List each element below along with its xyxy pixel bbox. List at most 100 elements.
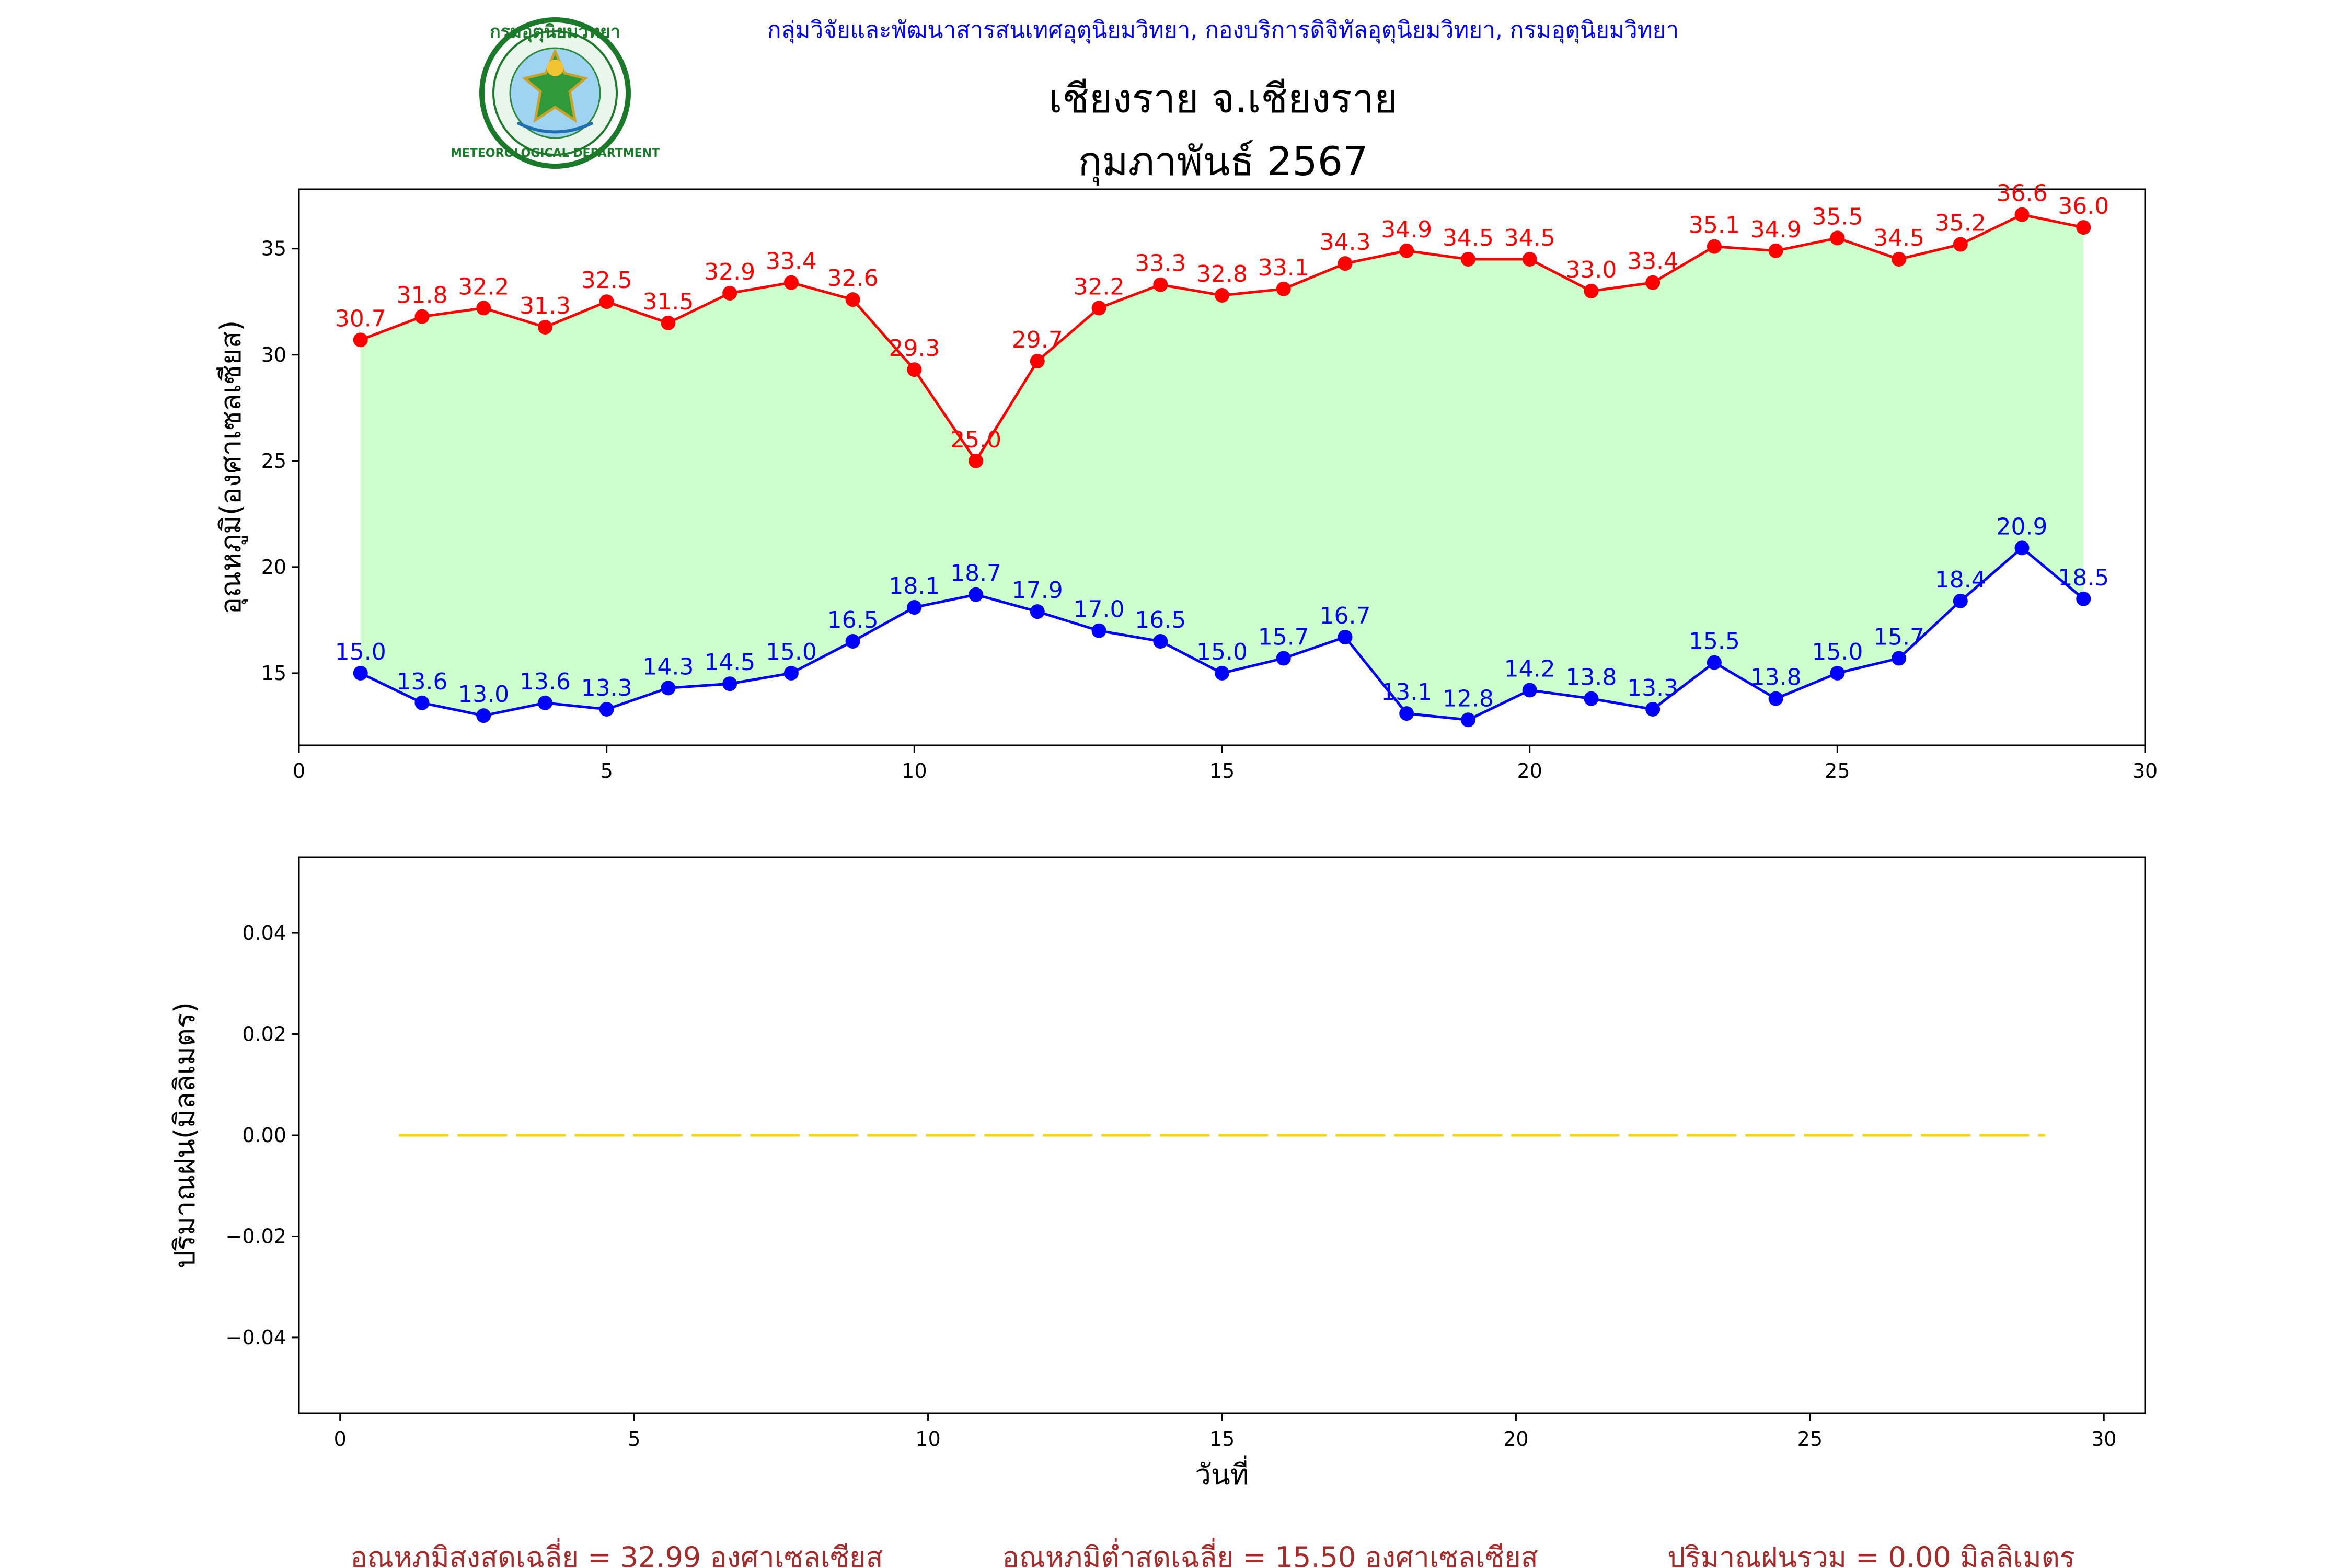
max-temp-label: 29.3: [889, 335, 940, 362]
max-temp-point: [1522, 252, 1537, 267]
min-temp-label: 15.0: [1812, 639, 1863, 665]
y-tick-label: −0.02: [226, 1225, 286, 1248]
min-temp-label: 15.7: [1258, 624, 1309, 650]
min-temp-label: 18.1: [889, 573, 940, 599]
max-temp-point: [1399, 243, 1414, 258]
min-temp-label: 14.3: [642, 653, 694, 680]
min-temp-label: 18.7: [950, 560, 1001, 587]
max-temp-label: 31.8: [396, 282, 447, 309]
max-temp-point: [1215, 288, 1229, 303]
min-temp-point: [661, 681, 676, 696]
max-temp-point: [969, 453, 984, 468]
max-temp-point: [1830, 230, 1845, 246]
y-tick-label: −0.04: [226, 1326, 286, 1349]
x-tick-label: 5: [628, 1427, 640, 1450]
min-temp-label: 13.3: [1627, 675, 1678, 701]
summary-average-max: อุณหภูมิสูงสุดเฉลี่ย = 32.99 องศาเซลเซีย…: [350, 1538, 883, 1568]
y-tick-label: 0.00: [242, 1124, 286, 1147]
min-temperature-points: [353, 540, 2091, 728]
x-tick-label: 15: [1209, 1427, 1235, 1450]
max-temp-point: [1892, 252, 1907, 267]
min-temp-label: 16.7: [1319, 603, 1370, 629]
max-temp-point: [353, 332, 368, 348]
x-tick-label: 0: [293, 759, 305, 782]
min-temp-label: 13.1: [1381, 679, 1432, 706]
min-temp-point: [1460, 712, 1475, 728]
min-temp-label: 17.0: [1074, 596, 1125, 623]
min-temp-label: 15.0: [766, 639, 817, 665]
min-temp-label: 18.5: [2058, 564, 2109, 591]
summary-rain-total: ปริมาณฝนรวม = 0.00 มิลลิเมตร: [1667, 1541, 2075, 1568]
chart-subtitle: กุมภาพันธ์ 2567: [1078, 138, 1368, 186]
min-temp-point: [1399, 706, 1414, 721]
max-temp-label: 29.7: [1012, 327, 1063, 353]
max-temp-point: [1707, 239, 1722, 254]
summary-average-min: อุณหภูมิต่ำสุดเฉลี่ย = 15.50 องศาเซลเซีย…: [1002, 1538, 1538, 1568]
min-temp-label: 13.6: [520, 668, 571, 695]
department-logo: กรมอุตุนิยมวิทยา METEOROLOGICAL DEPARTME…: [451, 17, 660, 169]
max-temp-point: [845, 292, 860, 307]
x-tick-label: 0: [334, 1427, 347, 1450]
min-temp-label: 17.9: [1012, 577, 1063, 604]
max-temp-point: [1338, 256, 1353, 271]
min-temp-point: [2014, 540, 2030, 556]
max-temp-point: [783, 275, 799, 290]
min-temp-point: [969, 587, 984, 602]
x-tick-label: 10: [915, 1427, 940, 1450]
rainfall-y-axis-label: ปริมาณฝน(มิลลิเมตร): [168, 1002, 201, 1269]
agency-text: กลุ่มวิจัยและพัฒนาสารสนเทศอุตุนิยมวิทยา,…: [767, 17, 1679, 44]
min-temp-label: 13.8: [1750, 664, 1802, 691]
min-temp-point: [476, 708, 491, 723]
x-tick-label: 20: [1503, 1427, 1528, 1450]
max-temp-point: [661, 315, 676, 330]
max-temp-label: 35.2: [1935, 210, 1986, 237]
max-temp-label: 31.3: [520, 293, 571, 319]
min-temp-label: 13.0: [458, 681, 509, 708]
max-temp-point: [1460, 252, 1475, 267]
y-tick-label: 0.02: [242, 1023, 286, 1046]
min-temp-label: 20.9: [1997, 513, 2048, 540]
min-temp-label: 12.8: [1443, 685, 1494, 712]
max-temp-point: [1276, 281, 1291, 296]
x-axis-label: วันที่: [1195, 1455, 1249, 1491]
min-temp-point: [1030, 604, 1045, 619]
max-temp-label: 34.5: [1873, 225, 1924, 251]
min-temp-point: [783, 665, 799, 681]
temperature-range-fill: [360, 214, 2084, 720]
max-temp-point: [1584, 283, 1599, 298]
min-temp-label: 13.6: [396, 668, 447, 695]
max-temp-point: [414, 309, 430, 324]
y-tick-label: 0.04: [242, 921, 286, 944]
min-temp-label: 15.5: [1689, 628, 1740, 655]
max-temp-label: 34.9: [1381, 216, 1432, 243]
max-temp-label: 35.1: [1689, 212, 1740, 239]
x-tick-label: 5: [601, 759, 613, 782]
rainfall-axis-ticks: 0 5 10 15 20 25 30 0.04 0.02 0.00 −0.02 −0.04: [226, 921, 2117, 1450]
min-temp-label: 13.8: [1565, 664, 1617, 691]
min-temp-point: [1892, 651, 1907, 666]
x-tick-label: 30: [2091, 1427, 2116, 1450]
min-temp-point: [1522, 683, 1537, 698]
min-temperature-labels: 15.0 13.6 13.0 13.6 13.3 14.3 14.5 15.0 16.5 18.1…: [335, 513, 2109, 712]
max-temp-point: [1153, 277, 1168, 292]
min-temp-point: [2076, 591, 2091, 606]
min-temp-label: 15.0: [1196, 639, 1248, 665]
min-temp-label: 18.4: [1935, 567, 1986, 593]
min-temp-point: [1338, 629, 1353, 644]
max-temp-label: 33.4: [1627, 248, 1678, 275]
y-tick-label: 30: [261, 343, 286, 366]
max-temp-label: 30.7: [335, 305, 386, 332]
min-temp-point: [1215, 665, 1229, 681]
max-temp-point: [2014, 207, 2030, 222]
max-temp-label: 32.2: [1074, 273, 1125, 300]
max-temp-point: [599, 294, 614, 309]
max-temp-label: 35.5: [1812, 203, 1863, 230]
min-temp-point: [599, 701, 614, 717]
min-temp-point: [1276, 651, 1291, 666]
max-temp-label: 33.3: [1135, 250, 1186, 277]
x-tick-label: 10: [902, 759, 927, 782]
max-temp-point: [537, 319, 552, 335]
max-temp-point: [1953, 237, 1968, 252]
min-temp-point: [1830, 665, 1845, 681]
